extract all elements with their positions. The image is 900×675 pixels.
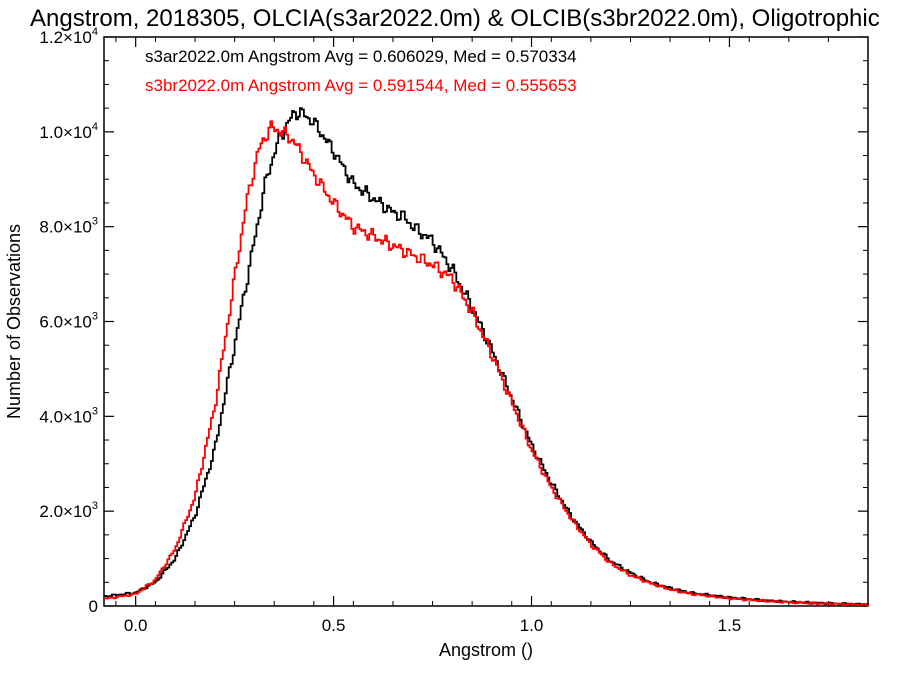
y-tick-label: 0: [89, 597, 98, 616]
series-line-b: [104, 120, 869, 607]
x-axis: 0.0 0.5 1.0 1.5: [115, 37, 829, 635]
y-tick-label: 2.0×103: [39, 500, 98, 521]
x-tick-label: 1.0: [520, 616, 544, 635]
y-axis-label: Number of Observations: [4, 224, 24, 419]
x-tick-label: 0.0: [124, 616, 148, 635]
x-axis-label: Angstrom (): [439, 640, 533, 660]
y-axis: 0 2.0×103 4.0×103 6.0×103 8.0×103 1.0×104 1.2×…: [39, 26, 868, 616]
series-line-a: [104, 107, 869, 607]
x-tick-label: 1.5: [718, 616, 742, 635]
y-tick-label: 1.0×104: [39, 121, 98, 142]
y-tick-label: 6.0×103: [39, 311, 98, 332]
legend: s3ar2022.0m Angstrom Avg = 0.606029, Med…: [145, 47, 577, 95]
y-tick-label: 8.0×103: [39, 216, 98, 237]
chart-title: Angstrom, 2018305, OLCIA(s3ar2022.0m) & …: [30, 5, 880, 32]
legend-entry-b: s3br2022.0m Angstrom Avg = 0.591544, Med…: [145, 76, 577, 95]
x-tick-label: 0.5: [322, 616, 346, 635]
y-tick-label: 4.0×103: [39, 405, 98, 426]
legend-entry-a: s3ar2022.0m Angstrom Avg = 0.606029, Med…: [145, 47, 577, 66]
plot-frame: [103, 36, 869, 607]
series-layer: [104, 107, 869, 607]
y-tick-label: 1.2×104: [39, 26, 98, 47]
